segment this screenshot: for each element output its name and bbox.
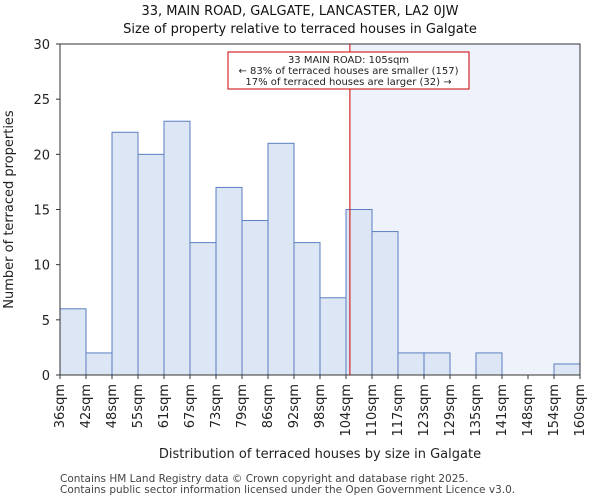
x-tick-label: 141sqm — [495, 384, 510, 437]
x-tick-label: 117sqm — [391, 384, 406, 437]
x-axis-label: Distribution of terraced houses by size … — [159, 447, 481, 462]
x-tick-label: 104sqm — [339, 384, 354, 437]
x-tick-label: 86sqm — [261, 384, 276, 428]
footer-line-2: Contains public sector information licen… — [60, 484, 516, 496]
x-tick-label: 92sqm — [287, 384, 302, 428]
bar — [293, 242, 321, 376]
x-tick-label: 42sqm — [79, 384, 94, 428]
x-tick-label: 154sqm — [547, 384, 562, 437]
chart-title: 33, MAIN ROAD, GALGATE, LANCASTER, LA2 0… — [141, 4, 459, 19]
bar — [59, 308, 87, 376]
y-tick-label: 10 — [33, 259, 50, 274]
annotation-line-3: 17% of terraced houses are larger (32) → — [245, 77, 451, 88]
x-tick-label: 98sqm — [313, 384, 328, 428]
bar — [85, 352, 113, 376]
y-tick-label: 25 — [33, 93, 50, 108]
annotation-box — [227, 51, 470, 90]
y-tick-label: 0 — [42, 369, 50, 384]
x-tick-label: 55sqm — [131, 384, 146, 428]
x-tick-label: 110sqm — [365, 384, 380, 437]
bar — [241, 220, 269, 376]
bar — [215, 186, 243, 376]
bar — [397, 352, 425, 376]
x-tick-label: 79sqm — [235, 384, 250, 428]
y-tick-label: 5 — [42, 314, 50, 329]
bar — [371, 231, 399, 376]
bar — [423, 352, 451, 376]
bar — [475, 352, 503, 376]
x-tick-label: 129sqm — [443, 384, 458, 437]
bar — [137, 153, 165, 376]
y-tick-label: 30 — [33, 38, 50, 53]
bar — [267, 142, 295, 376]
annotation-line-1: 33 MAIN ROAD: 105sqm — [288, 55, 409, 66]
y-axis-label: Number of terraced properties — [2, 110, 17, 309]
bar — [319, 297, 347, 376]
x-tick-label: 148sqm — [521, 384, 536, 437]
bar — [111, 131, 139, 376]
y-tick-label: 15 — [33, 204, 50, 219]
x-tick-label: 48sqm — [105, 384, 120, 428]
chart-subtitle: Size of property relative to terraced ho… — [123, 22, 477, 37]
x-tick-label: 123sqm — [417, 384, 432, 437]
x-tick-label: 61sqm — [157, 384, 172, 428]
x-tick-label: 135sqm — [469, 384, 484, 437]
footer-line-1: Contains HM Land Registry data © Crown c… — [60, 473, 469, 485]
x-tick-label: 160sqm — [573, 384, 588, 437]
annotation-line-2: ← 83% of terraced houses are smaller (15… — [238, 66, 458, 77]
bar — [189, 242, 217, 376]
x-tick-label: 36sqm — [53, 384, 68, 428]
bar — [163, 120, 191, 376]
y-tick-label: 20 — [33, 148, 50, 163]
x-tick-label: 67sqm — [183, 384, 198, 428]
x-tick-label: 73sqm — [209, 384, 224, 428]
bar — [553, 363, 581, 376]
